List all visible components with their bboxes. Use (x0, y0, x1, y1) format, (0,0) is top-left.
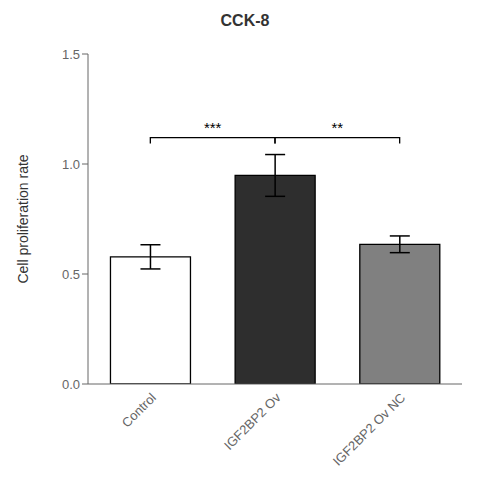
svg-text:IGF2BP2 Ov NC: IGF2BP2 Ov NC (330, 390, 409, 469)
html-text:CCK-8: CCK-8 (220, 12, 270, 29)
svg-text:0.5: 0.5 (62, 267, 80, 282)
svg-text:**: ** (331, 119, 343, 136)
svg-text:Control: Control (119, 390, 159, 430)
svg-text:0.0: 0.0 (62, 377, 80, 392)
svg-text:1.0: 1.0 (62, 157, 80, 172)
svg-text:***: *** (204, 119, 222, 136)
svg-text:Cell proliferation rate: Cell proliferation rate (15, 154, 31, 283)
svg-text:1.5: 1.5 (62, 47, 80, 62)
svg-text:IGF2BP2 Ov: IGF2BP2 Ov (221, 390, 284, 453)
